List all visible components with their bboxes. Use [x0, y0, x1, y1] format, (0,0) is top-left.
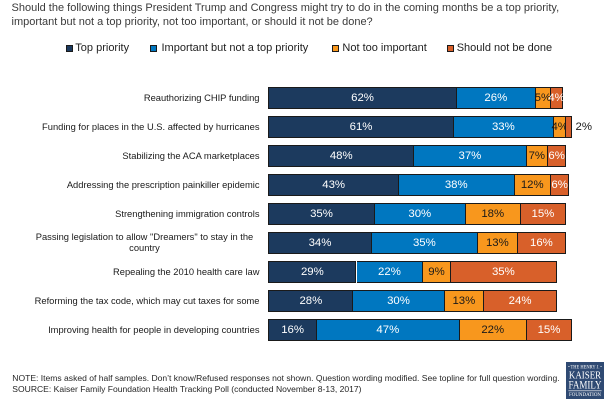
svg-text:FAMILY: FAMILY: [569, 378, 602, 391]
svg-text:FOUNDATION: FOUNDATION: [569, 392, 601, 398]
svg-text:THE HENRY J.: THE HENRY J.: [571, 365, 600, 370]
svg-text:KAISER: KAISER: [569, 369, 602, 381]
